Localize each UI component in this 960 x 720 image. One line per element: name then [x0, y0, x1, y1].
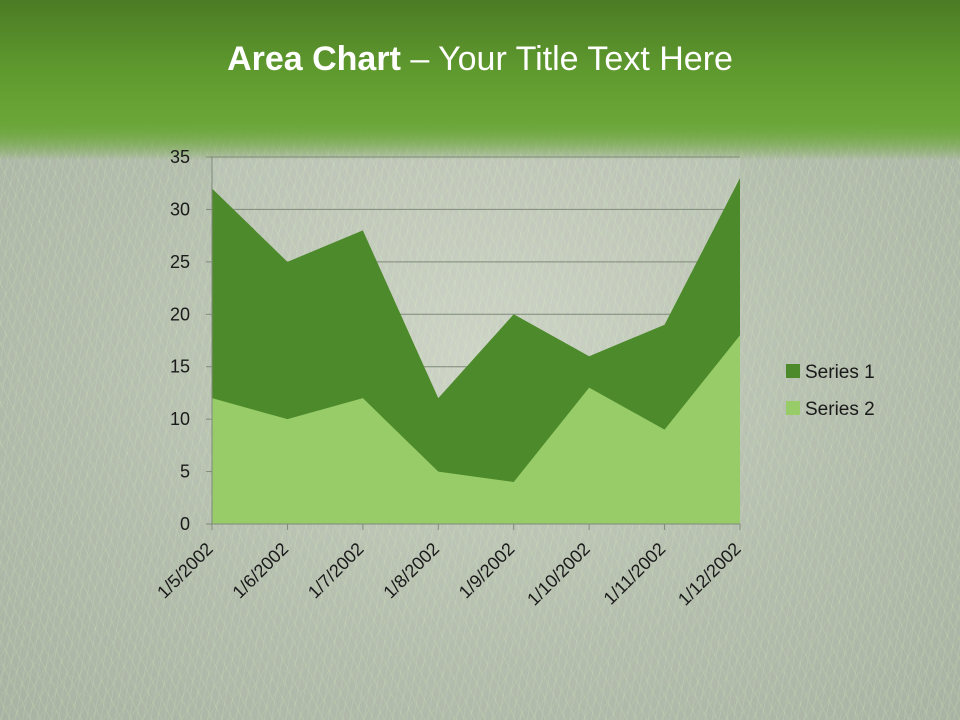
legend-label-series-2: Series 2	[805, 399, 875, 420]
x-tick-label: 1/5/2002	[153, 539, 217, 603]
y-tick-label: 30	[170, 199, 190, 219]
x-tick-label: 1/7/2002	[304, 539, 368, 603]
x-tick-label: 1/6/2002	[229, 539, 293, 603]
header-fade	[0, 120, 960, 160]
legend-swatch-series-2	[786, 401, 800, 415]
y-tick-label: 5	[180, 462, 190, 482]
y-tick-label: 20	[170, 304, 190, 324]
x-tick-label: 1/9/2002	[455, 539, 519, 603]
x-tick-label: 1/10/2002	[523, 539, 594, 610]
legend-label-series-1: Series 1	[805, 362, 875, 383]
legend-swatch-series-1	[786, 364, 800, 378]
y-tick-label: 35	[170, 147, 190, 167]
y-tick-label: 25	[170, 252, 190, 272]
x-tick-label: 1/12/2002	[674, 539, 745, 610]
area-series-2	[212, 335, 740, 524]
y-tick-label: 15	[170, 357, 190, 377]
slide-title: Area Chart – Your Title Text Here	[0, 40, 960, 79]
x-tick-label: 1/11/2002	[600, 539, 670, 609]
x-tick-label: 1/8/2002	[379, 539, 443, 603]
y-tick-label: 10	[170, 409, 190, 429]
y-tick-label: 0	[180, 514, 190, 534]
title-bold: Area Chart	[227, 40, 401, 78]
title-rest: – Your Title Text Here	[400, 40, 733, 78]
